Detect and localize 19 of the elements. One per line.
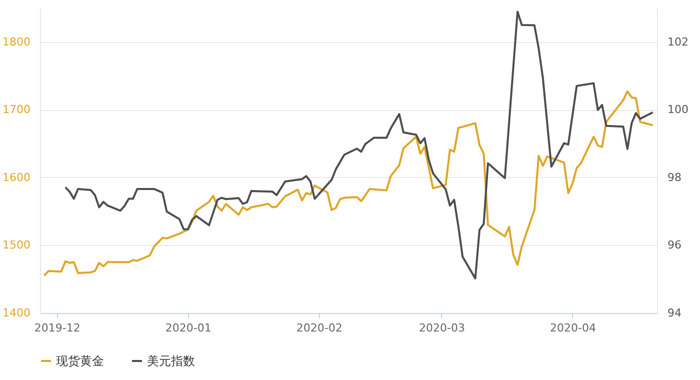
y2-tick-label: 94 (668, 306, 682, 320)
line-series (64, 10, 654, 280)
legend-label: 现货黄金 (56, 354, 104, 368)
y2-tick-label: 96 (668, 238, 682, 252)
x-tick-label: 2020-02 (296, 322, 342, 334)
y-tick-label: 1600 (2, 170, 30, 184)
y2-tick-label: 100 (668, 103, 688, 116)
x-tick-label: 2020-03 (418, 322, 465, 334)
y2-tick-label: 102 (668, 35, 688, 48)
legend-label: 美元指数 (147, 354, 195, 368)
x-tick-label: 2020-01 (165, 322, 212, 334)
y2-tick-label: 98 (668, 170, 682, 184)
x-tick-label: 2019-12 (34, 322, 80, 334)
y-tick-label: 1800 (2, 35, 30, 48)
y-tick-label: 1500 (2, 238, 30, 252)
y-tick-label: 1700 (2, 103, 30, 116)
line-series (43, 90, 654, 277)
x-tick-label: 2020-04 (550, 322, 596, 334)
y-tick-label: 1400 (2, 306, 30, 320)
